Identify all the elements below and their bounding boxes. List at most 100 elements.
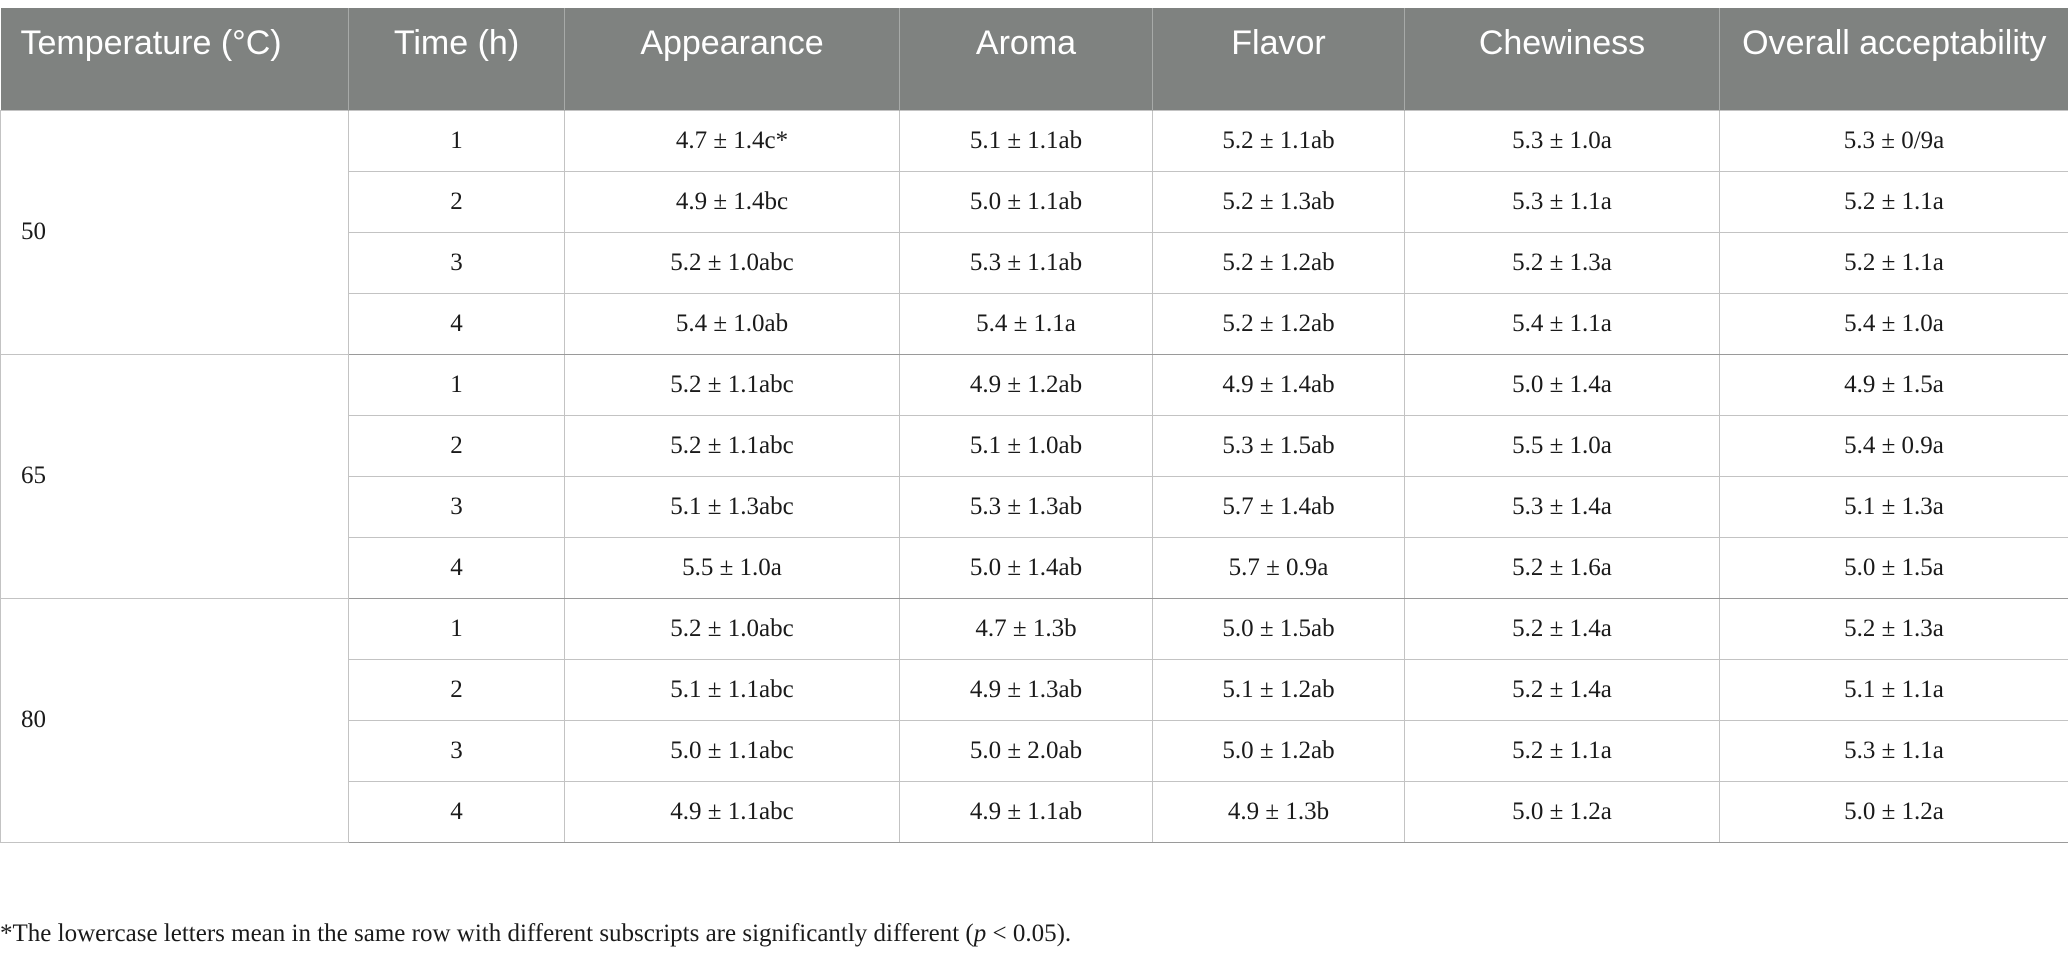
table-row: 2 4.9 ± 1.4bc 5.0 ± 1.1ab 5.2 ± 1.3ab 5.3 ± …: [1, 170, 2068, 233]
cell-chewiness: 5.5 ± 1.0a: [1404, 414, 1720, 477]
cell-chewiness: 5.3 ± 1.0a: [1404, 109, 1720, 172]
cell-appearance: 4.9 ± 1.1abc: [564, 780, 900, 843]
cell-temperature: 50: [0, 109, 349, 355]
cell-overall-acceptability: 5.2 ± 1.3a: [1719, 597, 2068, 660]
table-row: 65 1 5.2 ± 1.1abc 4.9 ± 1.2ab 4.9 ± 1.4ab 5.0…: [0, 353, 2068, 599]
cell-temperature: 65: [0, 353, 349, 599]
cell-aroma: 5.0 ± 1.4ab: [899, 536, 1153, 599]
cell-flavor: 5.1 ± 1.2ab: [1152, 658, 1405, 721]
cell-appearance: 5.5 ± 1.0a: [564, 536, 900, 599]
cell-aroma: 4.9 ± 1.2ab: [899, 353, 1153, 416]
table-row: 2 5.2 ± 1.1abc 5.1 ± 1.0ab 5.3 ± 1.5ab 5.5 ±…: [1, 414, 2068, 477]
cell-time: 1: [348, 109, 565, 172]
cell-temperature: 80: [0, 597, 349, 843]
cell-flavor: 5.0 ± 1.5ab: [1152, 597, 1405, 660]
cell-appearance: 5.1 ± 1.1abc: [564, 658, 900, 721]
footnote-text-end: < 0.05).: [986, 920, 1072, 947]
cell-time: 4: [348, 292, 565, 355]
cell-flavor: 5.7 ± 0.9a: [1152, 536, 1405, 599]
footnote-text: *The lowercase letters mean in the same …: [0, 920, 974, 947]
header-time: Time (h): [348, 8, 565, 110]
cell-appearance: 5.2 ± 1.0abc: [564, 231, 900, 294]
cell-chewiness: 5.0 ± 1.2a: [1404, 780, 1720, 843]
header-flavor: Flavor: [1152, 8, 1405, 110]
cell-time: 4: [348, 536, 565, 599]
cell-appearance: 4.9 ± 1.4bc: [564, 170, 900, 233]
cell-overall-acceptability: 5.2 ± 1.1a: [1719, 170, 2068, 233]
cell-flavor: 4.9 ± 1.3b: [1152, 780, 1405, 843]
cell-overall-acceptability: 5.2 ± 1.1a: [1719, 231, 2068, 294]
table-row: 4 5.5 ± 1.0a 5.0 ± 1.4ab 5.7 ± 0.9a 5.2 ± 1.…: [1, 536, 2068, 599]
cell-appearance: 5.2 ± 1.0abc: [564, 597, 900, 660]
cell-aroma: 5.1 ± 1.1ab: [899, 109, 1153, 172]
table-footnote: *The lowercase letters mean in the same …: [0, 920, 1071, 948]
cell-overall-acceptability: 5.3 ± 0/9a: [1719, 109, 2068, 172]
cell-time: 2: [348, 170, 565, 233]
cell-flavor: 5.2 ± 1.2ab: [1152, 292, 1405, 355]
cell-appearance: 5.2 ± 1.1abc: [564, 353, 900, 416]
data-table-container: Temperature (°C) Time (h) Appearance Aro…: [0, 8, 2068, 843]
cell-aroma: 5.4 ± 1.1a: [899, 292, 1153, 355]
cell-time: 1: [348, 353, 565, 416]
cell-aroma: 5.3 ± 1.1ab: [899, 231, 1153, 294]
cell-flavor: 4.9 ± 1.4ab: [1152, 353, 1405, 416]
cell-chewiness: 5.3 ± 1.4a: [1404, 475, 1720, 538]
cell-chewiness: 5.3 ± 1.1a: [1404, 170, 1720, 233]
table-header: Temperature (°C) Time (h) Appearance Aro…: [0, 8, 2068, 110]
cell-chewiness: 5.2 ± 1.4a: [1404, 658, 1720, 721]
table-row: 2 5.1 ± 1.1abc 4.9 ± 1.3ab 5.1 ± 1.2ab 5.2 ±…: [1, 658, 2068, 721]
cell-overall-acceptability: 4.9 ± 1.5a: [1719, 353, 2068, 416]
cell-chewiness: 5.2 ± 1.1a: [1404, 719, 1720, 782]
cell-appearance: 5.4 ± 1.0ab: [564, 292, 900, 355]
cell-aroma: 4.7 ± 1.3b: [899, 597, 1153, 660]
table-row: 3 5.2 ± 1.0abc 5.3 ± 1.1ab 5.2 ± 1.2ab 5.2 ±…: [1, 231, 2068, 294]
cell-time: 3: [348, 719, 565, 782]
cell-flavor: 5.2 ± 1.1ab: [1152, 109, 1405, 172]
table-body: 50 1 4.7 ± 1.4c* 5.1 ± 1.1ab 5.2 ± 1.1ab 5.3 …: [0, 109, 2068, 843]
cell-overall-acceptability: 5.3 ± 1.1a: [1719, 719, 2068, 782]
table-row: 4 5.4 ± 1.0ab 5.4 ± 1.1a 5.2 ± 1.2ab 5.4 ± 1…: [1, 292, 2068, 355]
cell-flavor: 5.0 ± 1.2ab: [1152, 719, 1405, 782]
cell-chewiness: 5.2 ± 1.4a: [1404, 597, 1720, 660]
cell-overall-acceptability: 5.1 ± 1.3a: [1719, 475, 2068, 538]
cell-aroma: 5.1 ± 1.0ab: [899, 414, 1153, 477]
header-chewiness: Chewiness: [1404, 8, 1720, 110]
cell-aroma: 5.0 ± 1.1ab: [899, 170, 1153, 233]
cell-time: 2: [348, 414, 565, 477]
cell-flavor: 5.2 ± 1.3ab: [1152, 170, 1405, 233]
cell-chewiness: 5.2 ± 1.3a: [1404, 231, 1720, 294]
cell-time: 2: [348, 658, 565, 721]
cell-appearance: 4.7 ± 1.4c*: [564, 109, 900, 172]
cell-time: 3: [348, 231, 565, 294]
header-appearance: Appearance: [564, 8, 900, 110]
cell-aroma: 5.3 ± 1.3ab: [899, 475, 1153, 538]
cell-flavor: 5.2 ± 1.2ab: [1152, 231, 1405, 294]
cell-aroma: 4.9 ± 1.3ab: [899, 658, 1153, 721]
cell-aroma: 4.9 ± 1.1ab: [899, 780, 1153, 843]
cell-appearance: 5.0 ± 1.1abc: [564, 719, 900, 782]
cell-time: 1: [348, 597, 565, 660]
cell-time: 4: [348, 780, 565, 843]
cell-overall-acceptability: 5.4 ± 1.0a: [1719, 292, 2068, 355]
cell-chewiness: 5.2 ± 1.6a: [1404, 536, 1720, 599]
header-overall-acceptability: Overall acceptability: [1719, 8, 2068, 110]
cell-overall-acceptability: 5.0 ± 1.2a: [1719, 780, 2068, 843]
cell-appearance: 5.2 ± 1.1abc: [564, 414, 900, 477]
cell-flavor: 5.3 ± 1.5ab: [1152, 414, 1405, 477]
header-temperature: Temperature (°C): [0, 8, 349, 110]
table-row: 3 5.0 ± 1.1abc 5.0 ± 2.0ab 5.0 ± 1.2ab 5.2 ±…: [1, 719, 2068, 782]
cell-chewiness: 5.4 ± 1.1a: [1404, 292, 1720, 355]
cell-appearance: 5.1 ± 1.3abc: [564, 475, 900, 538]
table-row: 80 1 5.2 ± 1.0abc 4.7 ± 1.3b 5.0 ± 1.5ab 5.2 …: [0, 597, 2068, 843]
table-row: 4 4.9 ± 1.1abc 4.9 ± 1.1ab 4.9 ± 1.3b 5.0 ± …: [1, 780, 2068, 843]
sensory-evaluation-table: Temperature (°C) Time (h) Appearance Aro…: [0, 8, 2068, 843]
cell-overall-acceptability: 5.4 ± 0.9a: [1719, 414, 2068, 477]
cell-overall-acceptability: 5.1 ± 1.1a: [1719, 658, 2068, 721]
header-row: Temperature (°C) Time (h) Appearance Aro…: [0, 8, 2068, 110]
table-row: 50 1 4.7 ± 1.4c* 5.1 ± 1.1ab 5.2 ± 1.1ab 5.3 …: [0, 109, 2068, 355]
cell-overall-acceptability: 5.0 ± 1.5a: [1719, 536, 2068, 599]
cell-flavor: 5.7 ± 1.4ab: [1152, 475, 1405, 538]
cell-aroma: 5.0 ± 2.0ab: [899, 719, 1153, 782]
header-aroma: Aroma: [899, 8, 1153, 110]
cell-chewiness: 5.0 ± 1.4a: [1404, 353, 1720, 416]
